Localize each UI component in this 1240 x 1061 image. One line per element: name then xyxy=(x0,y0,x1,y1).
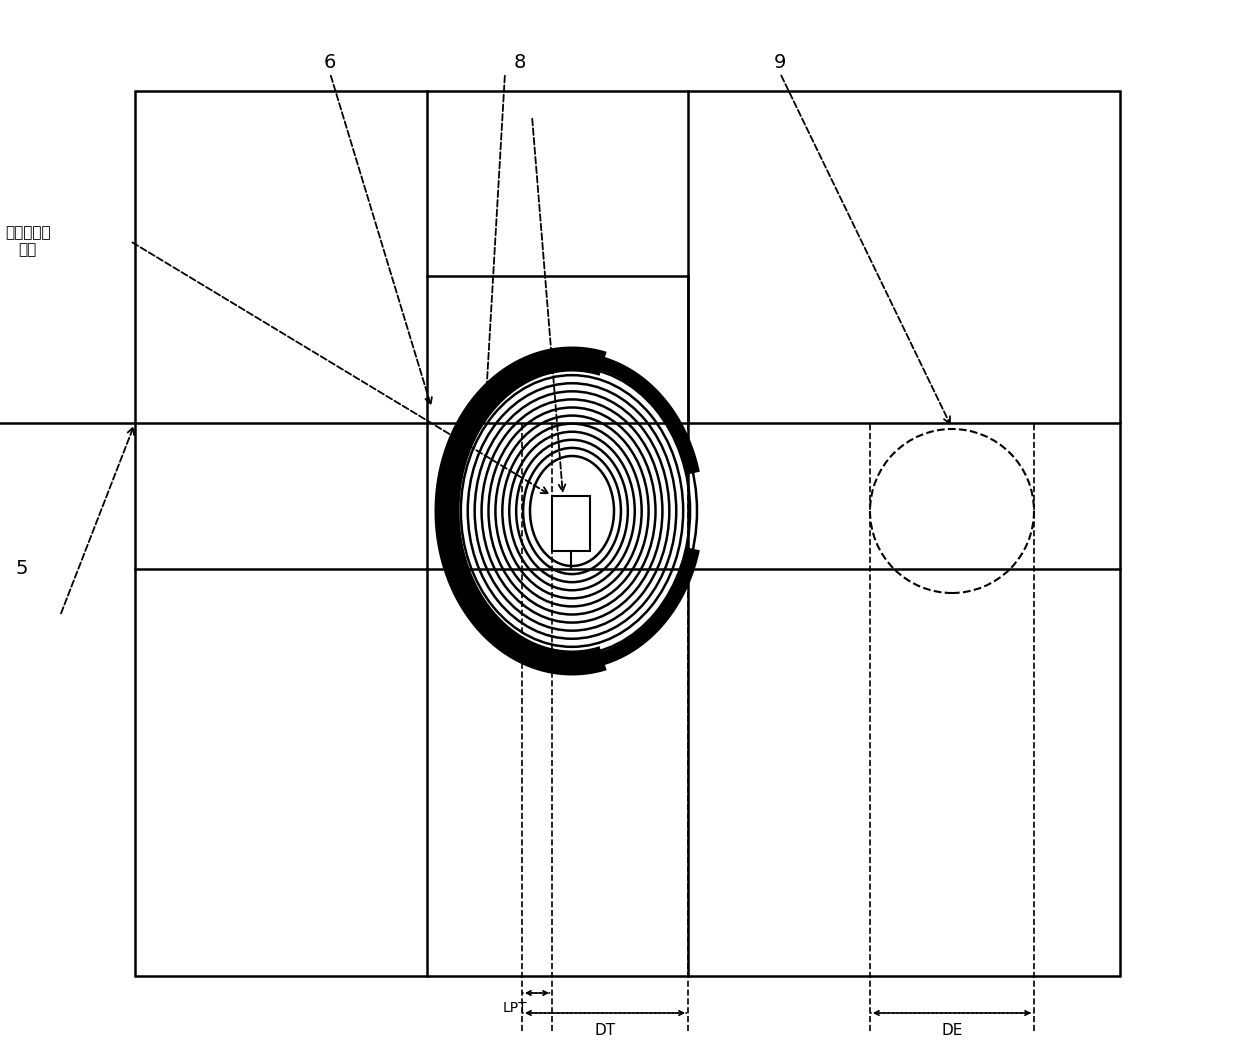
Bar xyxy=(135,91,1120,976)
Text: 中心太阳能
电池: 中心太阳能 电池 xyxy=(5,225,51,257)
Text: 5: 5 xyxy=(16,559,29,578)
Bar xyxy=(552,495,590,551)
Text: 8: 8 xyxy=(513,53,526,72)
Text: DT: DT xyxy=(594,1023,615,1038)
Text: DE: DE xyxy=(941,1023,962,1038)
Text: 9: 9 xyxy=(774,53,786,72)
Text: 6: 6 xyxy=(324,53,336,72)
Text: LPT: LPT xyxy=(502,1001,527,1015)
